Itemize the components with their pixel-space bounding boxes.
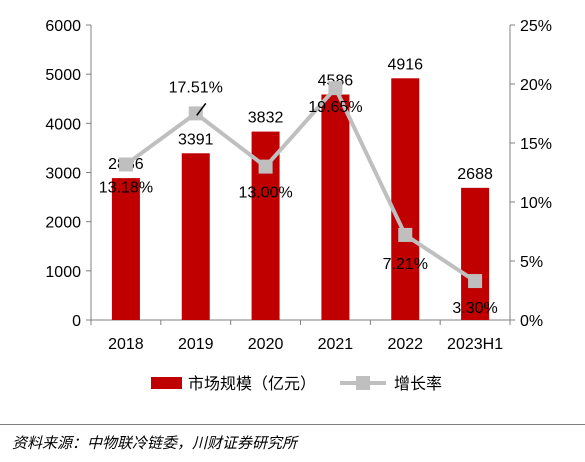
left-axis-tick-label: 3000 <box>45 166 81 183</box>
legend: 市场规模（亿元） 增长率 <box>151 375 442 393</box>
axes: 0 1000 2000 3000 4000 5000 6000 0% 5% 10% 15% 20% 25… <box>45 18 552 353</box>
combo-chart: 0 1000 2000 3000 4000 5000 6000 0% 5% 10% 15% 20% 25… <box>45 18 552 393</box>
bar-series <box>111 78 490 321</box>
line-data-label: 17.51% <box>169 79 223 96</box>
bar <box>391 78 420 321</box>
legend-line-marker <box>356 376 370 390</box>
growth-marker <box>118 157 133 172</box>
growth-marker <box>398 227 413 242</box>
bar-labels: 288633913832458649162688 <box>108 56 493 183</box>
legend-bar-swatch <box>151 377 182 389</box>
label-leader-line <box>196 102 207 116</box>
x-axis-tick-label: 2021 <box>318 336 354 353</box>
right-axis-tick-label: 5% <box>520 254 543 271</box>
bar-data-label: 4586 <box>318 73 354 90</box>
line-data-label: 13.00% <box>238 185 292 202</box>
line-labels: 13.18% 17.51% 13.00% 19.65% 7.21% 3.30% <box>99 79 498 317</box>
line-series <box>118 81 483 289</box>
left-axis-tick-label: 4000 <box>45 116 81 133</box>
bar-data-label: 2688 <box>457 166 493 183</box>
growth-line <box>124 86 477 283</box>
x-axis-tick-label: 2020 <box>248 336 284 353</box>
growth-marker <box>188 106 203 121</box>
right-axis-tick-label: 10% <box>520 195 552 212</box>
source-divider <box>0 424 585 425</box>
bar <box>461 187 490 320</box>
left-axis-tick-label: 0 <box>72 313 81 330</box>
bar-data-label: 3832 <box>248 110 284 127</box>
legend-bar-label: 市场规模（亿元） <box>188 375 316 393</box>
line-data-label: 7.21% <box>383 256 428 273</box>
line-data-label: 19.65% <box>308 99 362 116</box>
x-axis-tick-label: 2018 <box>108 336 144 353</box>
bar <box>111 178 140 320</box>
legend-line-label: 增长率 <box>394 375 442 393</box>
left-axis-tick-label: 6000 <box>45 18 81 35</box>
growth-marker <box>328 81 343 96</box>
right-axis-tick-label: 20% <box>520 77 552 94</box>
source-note: 资料来源：中物联冷链委，川财证券研究所 <box>12 434 298 452</box>
left-axis-tick-label: 5000 <box>45 67 81 84</box>
right-axis-tick-label: 25% <box>520 18 552 35</box>
bar-data-label: 3391 <box>178 131 214 148</box>
line-data-label: 3.30% <box>452 300 497 317</box>
x-axis-tick-label: 2023H1 <box>447 336 503 353</box>
bar <box>321 94 350 320</box>
right-axis-tick-label: 0% <box>520 313 543 330</box>
line-data-label: 13.18% <box>99 179 153 196</box>
bar-data-label: 4916 <box>387 56 423 73</box>
left-axis-tick-label: 1000 <box>45 264 81 281</box>
x-axis-tick-label: 2022 <box>387 336 423 353</box>
growth-marker <box>258 159 273 174</box>
right-axis-tick-label: 15% <box>520 136 552 153</box>
bar <box>181 153 210 320</box>
left-axis-tick-label: 2000 <box>45 215 81 232</box>
growth-marker <box>468 274 483 289</box>
x-axis-tick-label: 2019 <box>178 336 214 353</box>
